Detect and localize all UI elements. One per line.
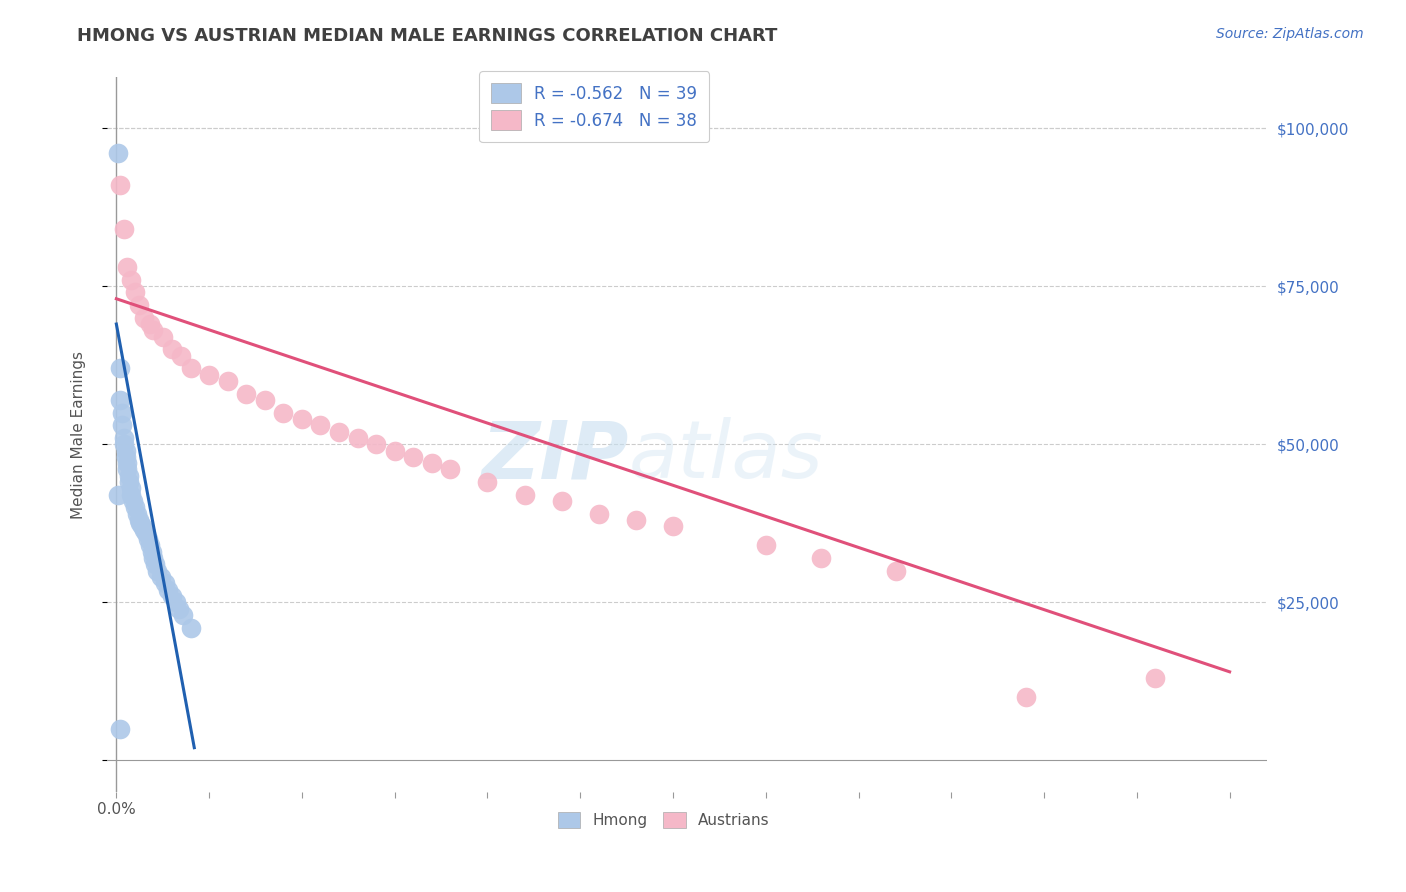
Point	[112, 437, 135, 451]
Point	[135, 525, 157, 540]
Point	[402, 450, 425, 464]
Point	[142, 551, 165, 566]
Point	[134, 523, 156, 537]
Point	[125, 507, 148, 521]
Point	[111, 406, 134, 420]
Point	[118, 468, 141, 483]
Point	[198, 368, 221, 382]
Point	[114, 443, 136, 458]
Point	[253, 392, 276, 407]
Point	[128, 513, 150, 527]
Point	[810, 551, 832, 566]
Point	[273, 406, 295, 420]
Point	[180, 621, 202, 635]
Point	[112, 431, 135, 445]
Point	[662, 519, 685, 533]
Point	[328, 425, 350, 439]
Point	[149, 570, 172, 584]
Point	[346, 431, 368, 445]
Point	[513, 488, 536, 502]
Point	[107, 488, 129, 502]
Point	[117, 260, 139, 274]
Point	[172, 607, 194, 622]
Point	[152, 329, 174, 343]
Point	[160, 343, 183, 357]
Point	[160, 589, 183, 603]
Point	[157, 582, 180, 597]
Point	[134, 310, 156, 325]
Point	[235, 386, 257, 401]
Point	[755, 538, 778, 552]
Point	[366, 437, 388, 451]
Point	[131, 519, 153, 533]
Point	[588, 507, 610, 521]
Point	[136, 532, 159, 546]
Point	[120, 488, 142, 502]
Point	[117, 456, 139, 470]
Point	[291, 412, 314, 426]
Point	[107, 146, 129, 161]
Point	[169, 601, 191, 615]
Text: atlas: atlas	[628, 417, 824, 495]
Point	[120, 273, 142, 287]
Legend: Hmong, Austrians: Hmong, Austrians	[551, 806, 776, 834]
Point	[139, 317, 162, 331]
Y-axis label: Median Male Earnings: Median Male Earnings	[72, 351, 86, 519]
Text: HMONG VS AUSTRIAN MEDIAN MALE EARNINGS CORRELATION CHART: HMONG VS AUSTRIAN MEDIAN MALE EARNINGS C…	[77, 27, 778, 45]
Point	[1144, 671, 1167, 685]
Text: Source: ZipAtlas.com: Source: ZipAtlas.com	[1216, 27, 1364, 41]
Point	[309, 418, 332, 433]
Point	[439, 462, 461, 476]
Point	[129, 516, 152, 531]
Point	[118, 475, 141, 489]
Point	[111, 418, 134, 433]
Point	[477, 475, 499, 489]
Point	[420, 456, 443, 470]
Point	[112, 222, 135, 236]
Point	[124, 500, 146, 515]
Point	[165, 595, 187, 609]
Point	[117, 462, 139, 476]
Point	[170, 349, 193, 363]
Point	[124, 285, 146, 300]
Point	[139, 538, 162, 552]
Point	[128, 298, 150, 312]
Text: ZIP: ZIP	[481, 417, 628, 495]
Point	[114, 450, 136, 464]
Point	[217, 374, 239, 388]
Point	[108, 722, 131, 736]
Point	[180, 361, 202, 376]
Point	[884, 564, 907, 578]
Point	[624, 513, 647, 527]
Point	[550, 494, 572, 508]
Point	[146, 564, 169, 578]
Point	[1014, 690, 1036, 705]
Point	[122, 494, 145, 508]
Point	[108, 392, 131, 407]
Point	[384, 443, 406, 458]
Point	[108, 361, 131, 376]
Point	[143, 558, 166, 572]
Point	[153, 576, 176, 591]
Point	[108, 178, 131, 192]
Point	[120, 482, 142, 496]
Point	[142, 323, 165, 337]
Point	[141, 544, 163, 558]
